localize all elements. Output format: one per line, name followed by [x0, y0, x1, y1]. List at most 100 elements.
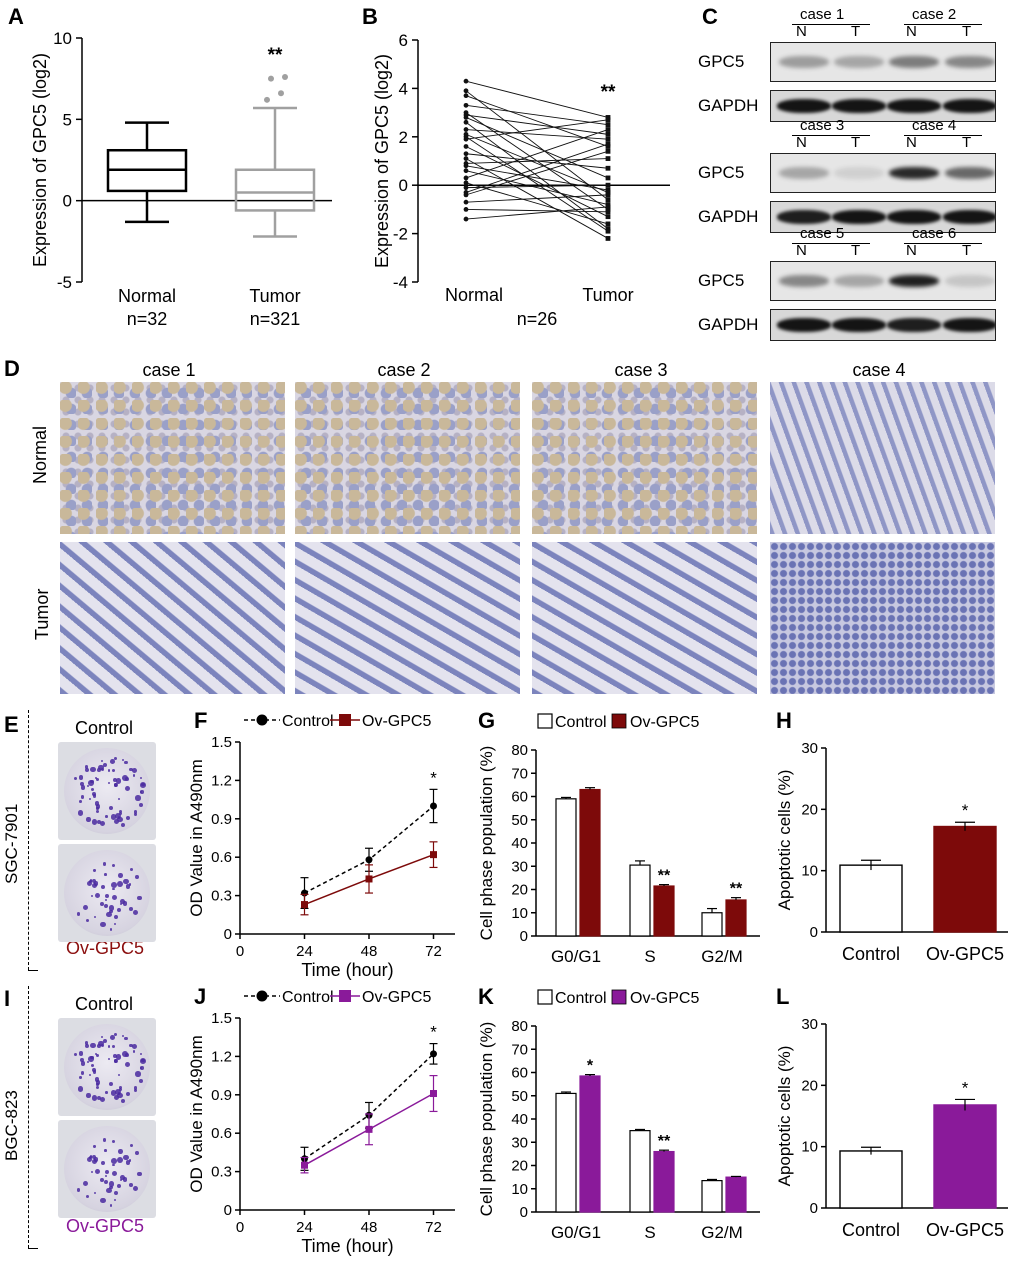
- box: [234, 168, 316, 212]
- pair-line: [465, 150, 609, 196]
- colony-dot: [84, 764, 89, 769]
- significance-mark: **: [601, 82, 616, 103]
- colony-dot: [118, 1148, 123, 1154]
- colony-dot: [112, 778, 117, 782]
- y-axis-label: OD Value in A490nm: [187, 1035, 206, 1193]
- colony-dot: [97, 819, 102, 824]
- colony-dot: [134, 812, 138, 816]
- pair-line: [465, 119, 609, 140]
- y-tick-label: 30: [511, 1134, 528, 1151]
- gpc5-blot-label: GPC5: [698, 163, 745, 182]
- colony-dot: [110, 1035, 116, 1040]
- y-tick-label: 70: [511, 1041, 528, 1058]
- legend-control-label: Control: [555, 990, 607, 1007]
- colony-dot: [104, 893, 109, 899]
- colony-dot: [85, 1044, 90, 1049]
- gapdh-blot: [770, 201, 996, 233]
- bar: [701, 912, 723, 937]
- significance-mark: **: [658, 1133, 671, 1150]
- tumor-point: [605, 202, 611, 207]
- tumor-point: [605, 207, 611, 212]
- colony-dot: [99, 1096, 106, 1103]
- colony-dot: [100, 1160, 106, 1166]
- normal-point: [463, 216, 469, 222]
- y-tick-label: 10: [53, 29, 72, 48]
- pair-line: [465, 133, 609, 193]
- colony-dot: [92, 1070, 97, 1074]
- gapdh-blot: [770, 90, 996, 122]
- colony-dot: [100, 1177, 105, 1182]
- panel-label-k: K: [478, 984, 494, 1009]
- blot-band: [777, 210, 831, 224]
- x-category-label: G0/G1: [551, 1223, 601, 1242]
- case-underline: [792, 243, 870, 244]
- lane-label: T: [962, 242, 972, 259]
- colony-dot: [113, 1058, 119, 1064]
- normal-point: [463, 168, 469, 174]
- ihc-row-label: Tumor: [32, 588, 52, 640]
- tumor-point: [605, 197, 611, 203]
- panel-label-h: H: [776, 708, 792, 733]
- apoptosis-chart-h: 30 20 10 0 Apoptotic cells (%) Control Ov-GPC5…: [775, 740, 1008, 964]
- panel-label-i: I: [4, 986, 11, 1011]
- pair-line: [465, 194, 609, 203]
- panel-label-e: E: [4, 712, 19, 737]
- data-point: [430, 851, 437, 859]
- colony-dot: [139, 777, 143, 780]
- x-tick-label: 24: [296, 943, 313, 960]
- colony-dot: [96, 777, 100, 781]
- colony-dot: [90, 787, 94, 791]
- blot-band: [945, 56, 995, 68]
- data-point: [430, 1090, 437, 1098]
- colony-dot: [110, 759, 116, 764]
- pair-line: [465, 104, 609, 126]
- case-label: case 3: [800, 117, 845, 134]
- colony-dot: [110, 814, 117, 821]
- colony-dot: [113, 782, 119, 788]
- colony-dot: [115, 778, 121, 784]
- colony-dish-image: [58, 1120, 156, 1218]
- colony-dot: [90, 1055, 95, 1060]
- colony-dot: [133, 1086, 138, 1090]
- gapdh-blot-label: GAPDH: [698, 315, 759, 334]
- colony-dot: [74, 1053, 78, 1056]
- lane-label: N: [796, 242, 807, 259]
- colony-dot: [95, 809, 100, 814]
- x-category-label: Tumor: [249, 286, 300, 306]
- colony-dot: [89, 1155, 93, 1158]
- colony-dot: [122, 901, 128, 906]
- normal-point: [463, 134, 469, 140]
- data-point: [430, 802, 437, 810]
- x-category-label: G0/G1: [551, 947, 601, 966]
- pair-line: [465, 158, 609, 164]
- colony-dot: [105, 815, 108, 818]
- colony-dot: [117, 881, 123, 888]
- colony-dot: [86, 881, 92, 887]
- colony-dot: [120, 1178, 123, 1181]
- y-tick-label: 50: [511, 812, 528, 829]
- colony-dot: [88, 1073, 91, 1077]
- colony-dot: [117, 1184, 122, 1189]
- tumor-point: [605, 228, 611, 234]
- data-point: [365, 1125, 373, 1133]
- tumor-point: [605, 115, 611, 120]
- colony-dot: [125, 1160, 130, 1165]
- colony-dot: [121, 822, 126, 827]
- colony-dot: [130, 867, 134, 871]
- colony-dot: [78, 1075, 82, 1079]
- blot-band: [945, 167, 995, 179]
- colony-dot: [92, 794, 97, 798]
- outlier-point: [282, 74, 288, 81]
- colony-dot: [108, 1081, 113, 1086]
- y-tick-label: 40: [511, 835, 528, 852]
- tumor-point: [605, 187, 611, 193]
- normal-point: [463, 112, 469, 118]
- y-tick-label: 0.3: [211, 888, 232, 905]
- colony-dot: [106, 911, 112, 917]
- colony-dot: [92, 1068, 96, 1072]
- normal-point: [463, 78, 469, 84]
- colony-dot: [128, 767, 133, 772]
- colony-dot: [120, 902, 123, 905]
- blot-band: [832, 99, 886, 113]
- pair-line: [465, 182, 609, 225]
